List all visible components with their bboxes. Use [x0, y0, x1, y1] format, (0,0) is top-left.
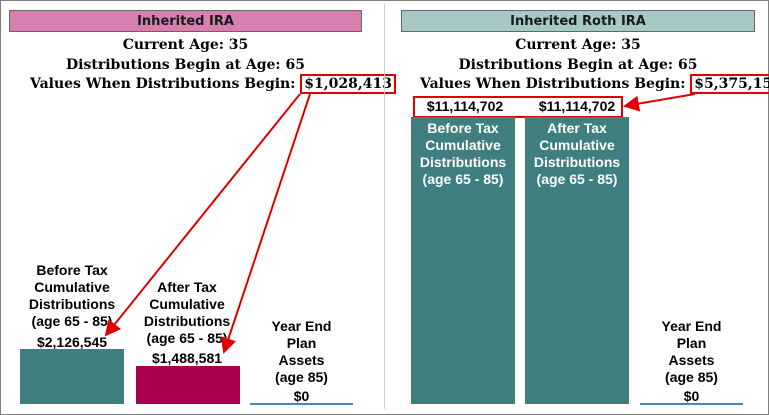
roth-top-values-box	[413, 96, 623, 118]
ira-current-age: Current Age: 35	[122, 37, 249, 53]
roth-bar-after-tax	[525, 117, 629, 404]
ira-cat-plan-assets-label: Year End Plan Assets (age 85)	[271, 318, 332, 385]
roth-cat-plan-assets-label: Year End Plan Assets (age 85)	[661, 318, 722, 385]
roth-value-label-after: $11,114,702	[538, 98, 616, 114]
roth-arrow-to-values	[623, 93, 696, 112]
ira-values-line: Values When Distributions Begin: $1,028,…	[30, 74, 396, 94]
roth-bar-before-tax	[411, 117, 515, 404]
roth-value-label-assets: $0	[683, 388, 700, 404]
ira-bar-after-tax	[136, 366, 240, 404]
ira-title-banner: Inherited IRA	[9, 10, 362, 32]
ira-values-label: Values When Distributions Begin:	[30, 76, 296, 92]
ira-arrow-to-before	[104, 93, 301, 337]
ira-dist-age: Distributions Begin at Age: 65	[66, 57, 305, 73]
roth-value-at-start: $5,375,151	[690, 74, 769, 94]
ira-value-label-after: $1,488,581	[151, 350, 223, 366]
roth-cat-before-tax-label: Before Tax Cumulative Distributions (age…	[419, 120, 507, 187]
ira-value-label-before: $2,126,545	[36, 334, 108, 350]
roth-value-label-before: $11,114,702	[426, 98, 504, 114]
roth-dist-age: Distributions Begin at Age: 65	[458, 57, 698, 73]
roth-title-banner: Inherited Roth IRA	[401, 10, 755, 32]
roth-bar-plan-assets	[640, 403, 743, 405]
panel-divider	[384, 4, 385, 409]
roth-current-age: Current Age: 35	[515, 37, 641, 53]
ira-value-at-start: $1,028,413	[300, 74, 396, 94]
ira-bar-plan-assets	[250, 403, 353, 405]
ira-arrow-to-after	[220, 93, 311, 354]
roth-values-label: Values When Distributions Begin:	[420, 76, 686, 92]
ira-value-label-assets: $0	[293, 388, 310, 404]
roth-values-line: Values When Distributions Begin: $5,375,…	[420, 74, 769, 94]
roth-cat-after-tax-label: After Tax Cumulative Distributions (age …	[533, 120, 621, 187]
ira-bar-before-tax	[20, 349, 124, 404]
ira-cat-after-tax-label: After Tax Cumulative Distributions (age …	[143, 279, 231, 346]
